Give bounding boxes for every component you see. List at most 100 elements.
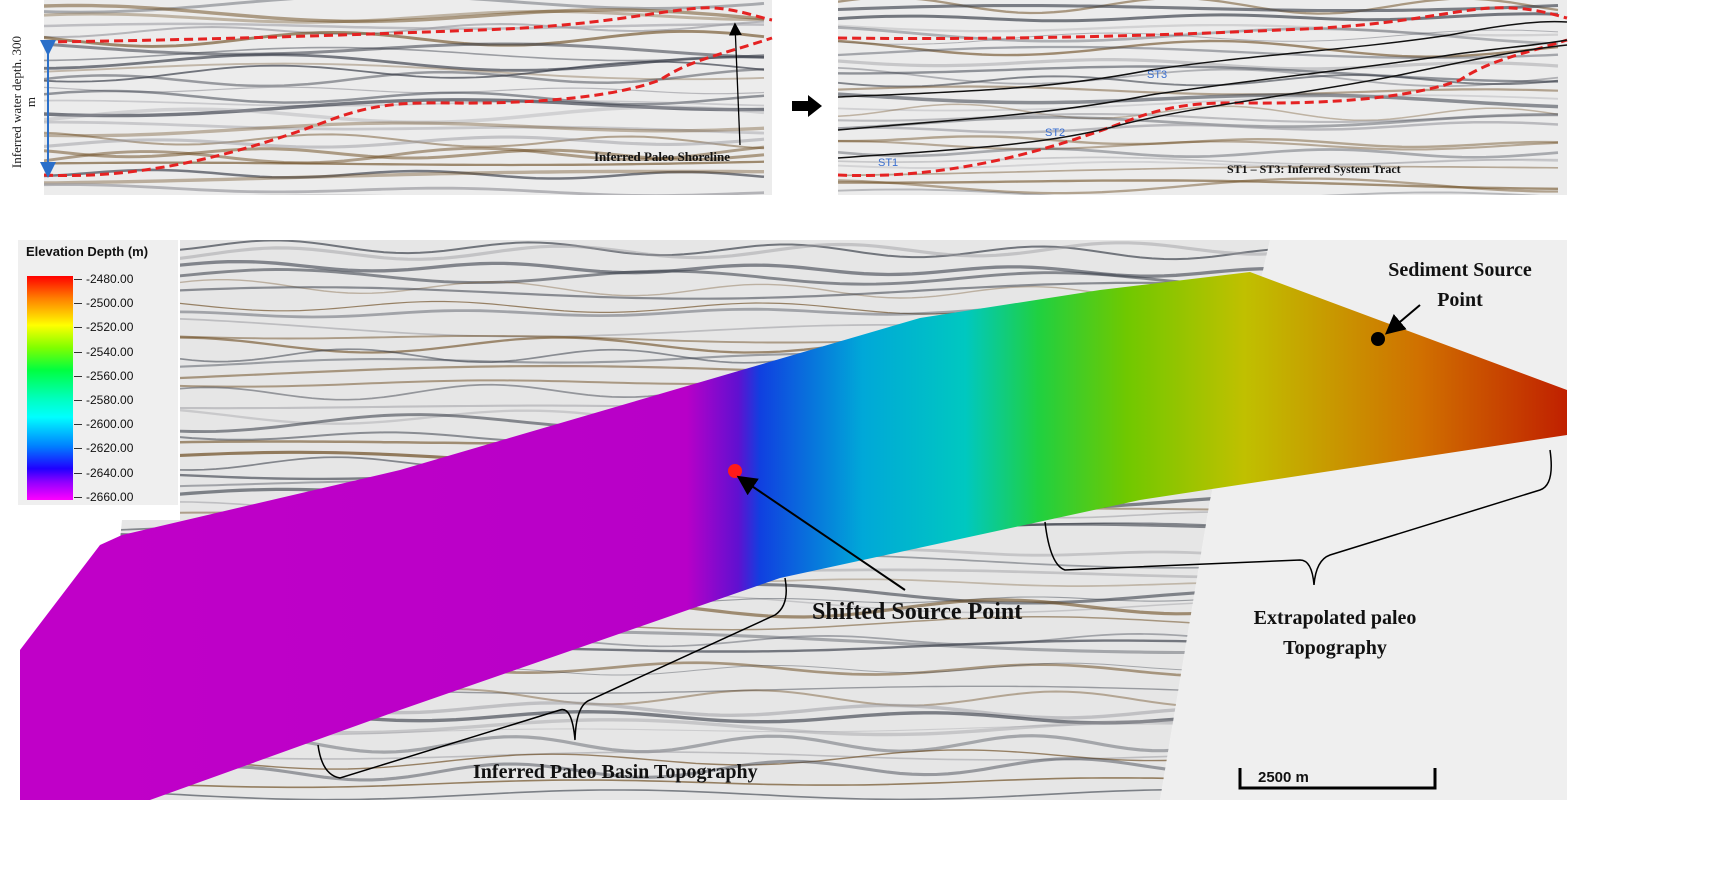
inferred-basin-label: Inferred Paleo Basin Topography [473,761,758,783]
seismic-section-left: Inferred Paleo Shoreline [40,0,773,195]
seismic-reflector [838,92,1559,109]
seismic-reflector [838,3,1559,13]
seismic-reflector [838,188,1541,195]
scale-bar-label: 2500 m [1258,769,1309,786]
extrapolated-label: Extrapolated paleo Topography [1253,607,1417,659]
seismic-reflector [838,85,1559,96]
seismic-reflector [838,135,1559,149]
legend-tick [74,496,82,498]
seismic-section-right: ST1 ST2 ST3 ST1 – ST3: Inferred System T… [837,0,1568,195]
3d-view: Shifted Source Point Inferred Paleo Basi… [20,240,1567,800]
legend-tick [74,279,82,280]
horizon-top-dashed [837,6,1568,41]
seismic-reflector [838,45,1559,59]
seismic-reflector [44,183,765,195]
seismic-reflector [44,9,764,24]
brace-inferred-basin [317,577,787,779]
seismic-reflector [120,788,1270,800]
shifted-source-label: Shifted Source Point [812,599,1022,625]
seismic-reflector [44,86,765,95]
seismic-reflector [120,749,1270,770]
legend-tick-label: -2520.00 [86,320,134,335]
sediment-source-point [1371,332,1385,346]
legend-colorbar [27,276,73,500]
seismic-reflector [44,89,765,106]
seismic-reflector [838,120,1559,134]
seismic-reflector [44,105,765,125]
legend-title: Elevation Depth (m) [26,244,149,259]
legend-tick-label: -2580.00 [86,393,134,407]
legend-tick-label: -2620.00 [86,441,134,456]
elevation-legend: Elevation Depth (m) -2480.00 -2500.00 -252… [18,240,178,505]
tract-boundary-1 [837,44,1568,159]
seismic-reflector [120,777,1270,789]
horizon-top-dashed [43,6,773,44]
seismic-reflector [44,60,765,83]
seismic-reflector [838,147,1559,159]
seismic-reflector [120,751,1270,761]
shifted-source-point [728,464,742,478]
seismic-reflector [44,62,765,81]
shifted-source-arrow [736,475,906,591]
shoreline-arrow [728,22,742,146]
seismic-reflector [44,160,765,167]
seismic-reflector [44,46,765,62]
legend-tick-label: -2640.00 [86,465,134,480]
seismic-reflector [44,194,387,195]
seismic-reflector [44,131,765,150]
seismic-reflector [44,98,765,118]
seismic-reflector [120,240,1270,261]
legend-tick [74,472,82,474]
seismic-reflector [44,67,765,88]
seismic-reflector [838,12,1559,23]
legend-tick-label: -2540.00 [86,344,134,359]
legend-tick [74,375,82,377]
legend-tick-label: -2560.00 [86,368,134,383]
legend-tick-label: -2480.00 [86,272,134,286]
seismic-reflector [44,3,765,24]
seismic-reflector [44,120,765,135]
seismic-reflector [44,147,765,161]
seismic-reflector [838,65,1558,83]
seismic-reflector [838,113,1558,130]
seismic-reflector [838,177,1558,195]
tract-label-st2: ST2 [1045,127,1065,139]
seismic-reflector [44,145,765,165]
water-depth-label: Inferred water depth. 300 m [9,35,38,169]
seismic-reflector [838,179,1559,190]
seismic-reflector [838,113,1558,123]
seismic-reflector [120,259,1270,278]
seismic-reflector [44,20,765,39]
seismic-reflector [120,279,1270,302]
legend-tick-label: -2660.00 [86,489,134,504]
seismic-reflector [44,42,765,59]
seismic-reflector [120,268,1270,288]
right-arrow-icon [792,95,822,117]
seismic-reflector [838,29,1559,45]
seismic-reflector [44,121,765,138]
legend-tick [74,327,82,329]
seismic-reflector [44,135,765,149]
seismic-reflector [120,281,1270,300]
seismic-reflector [120,241,1270,263]
seismic-reflector [44,22,765,30]
seismic-reflector [838,156,1559,166]
paleo-topography-surface [20,272,1567,800]
seismic-reflector [120,734,1270,755]
seismic-reflector [838,140,1559,151]
legend-tick [74,424,82,426]
seismic-reflector [838,94,1559,112]
seismic-reflector [838,103,1559,122]
seismic-reflector [120,757,1270,782]
seismic-reflector [838,165,1559,177]
shoreline-label: Inferred Paleo Shoreline [594,149,730,164]
legend-tick [74,448,82,450]
seismic-reflector [838,23,1559,37]
legend-tick [74,400,82,401]
brace-extrapolated [1044,449,1552,586]
seismic-reflector [838,74,1559,88]
scale-bar: 2500 m [1238,768,1437,790]
sediment-source-label: Sediment Source Point [1388,259,1532,311]
sediment-source-arrow [1384,304,1421,335]
